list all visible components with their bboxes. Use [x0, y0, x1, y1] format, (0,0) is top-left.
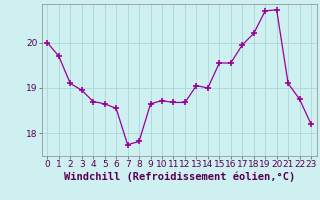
X-axis label: Windchill (Refroidissement éolien,°C): Windchill (Refroidissement éolien,°C): [64, 172, 295, 182]
